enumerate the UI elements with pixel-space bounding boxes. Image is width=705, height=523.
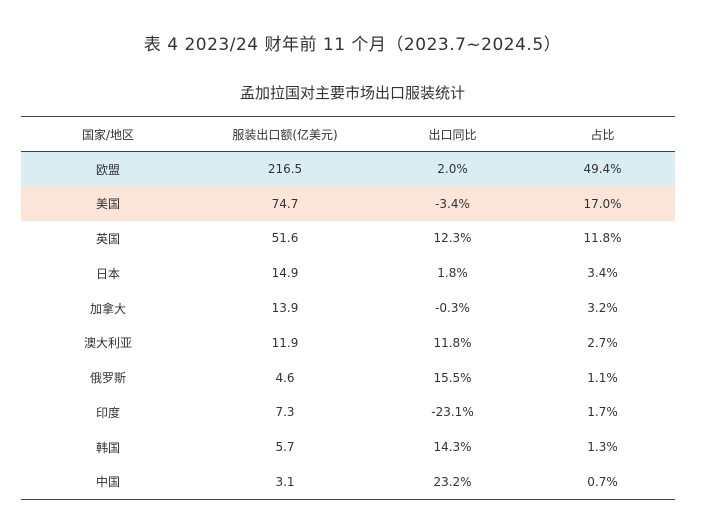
cell-share: 11.8% — [583, 231, 622, 246]
cell-export: 3.1 — [275, 474, 295, 489]
cell-share: 1.3% — [587, 440, 618, 455]
table-subtitle: 孟加拉国对主要市场出口服装统计 — [239, 84, 465, 102]
cell-country: 澳大利亚 — [83, 336, 132, 351]
table-row: 澳大利亚 11.9 11.8% 2.7% — [21, 325, 675, 360]
cell-share: 1.7% — [587, 405, 618, 420]
cell-country: 英国 — [95, 231, 120, 246]
export-table: 国家/地区 服装出口额(亿美元) 出口同比 占比 欧盟 216.5 2.0% 4… — [21, 116, 675, 500]
table-row: 中国 3.1 23.2% 0.7% — [21, 465, 675, 500]
cell-yoy: 15.5% — [433, 370, 472, 385]
cell-share: 3.2% — [587, 301, 618, 316]
table-row: 印度 7.3 -23.1% 1.7% — [21, 395, 675, 430]
table-body: 欧盟 216.5 2.0% 49.4% 美国 74.7 -3.4% 17.0% … — [21, 151, 675, 500]
table-caption: 表 4 2023/24 财年前 11 个月（2023.7~2024.5） — [143, 35, 562, 55]
cell-country: 印度 — [95, 405, 120, 420]
table-row: 韩国 5.7 14.3% 1.3% — [21, 430, 675, 465]
cell-export: 4.6 — [275, 370, 295, 385]
cell-export: 51.6 — [271, 231, 299, 246]
cell-share: 1.1% — [587, 370, 618, 385]
cell-export: 74.7 — [271, 196, 299, 211]
cell-share: 3.4% — [587, 266, 618, 281]
cell-yoy: 12.3% — [433, 231, 472, 246]
cell-export: 13.9 — [271, 301, 299, 316]
cell-yoy: 11.8% — [433, 335, 472, 350]
cell-country: 俄罗斯 — [89, 371, 126, 386]
cell-export: 11.9 — [271, 335, 299, 350]
cell-yoy: -3.4% — [435, 196, 470, 211]
cell-country: 日本 — [95, 266, 120, 281]
table-row: 欧盟 216.5 2.0% 49.4% — [21, 151, 675, 187]
cell-share: 17.0% — [583, 196, 622, 211]
cell-country: 加拿大 — [89, 301, 126, 316]
cell-yoy: -23.1% — [431, 405, 474, 420]
cell-export: 7.3 — [275, 405, 295, 420]
export-table-container: 国家/地区 服装出口额(亿美元) 出口同比 占比 欧盟 216.5 2.0% 4… — [21, 116, 675, 500]
cell-yoy: 1.8% — [437, 266, 468, 281]
cell-share: 0.7% — [587, 474, 618, 489]
header-export: 服装出口额(亿美元) — [232, 127, 338, 142]
cell-country: 韩国 — [95, 440, 120, 455]
header-share: 占比 — [590, 127, 615, 142]
cell-export: 14.9 — [271, 266, 299, 281]
cell-share: 49.4% — [583, 162, 622, 177]
header-yoy: 出口同比 — [428, 127, 477, 142]
table-row: 俄罗斯 4.6 15.5% 1.1% — [21, 360, 675, 395]
cell-yoy: 14.3% — [433, 440, 472, 455]
cell-country: 美国 — [95, 197, 120, 212]
cell-share: 2.7% — [587, 335, 618, 350]
cell-yoy: 23.2% — [433, 474, 472, 489]
cell-yoy: 2.0% — [437, 162, 468, 177]
cell-yoy: -0.3% — [435, 301, 470, 316]
cell-export: 5.7 — [275, 440, 295, 455]
table-row: 加拿大 13.9 -0.3% 3.2% — [21, 291, 675, 326]
cell-export: 216.5 — [267, 162, 303, 177]
cell-country: 中国 — [95, 475, 120, 490]
cell-country: 欧盟 — [95, 162, 120, 177]
table-row: 美国 74.7 -3.4% 17.0% — [21, 186, 675, 222]
header-row: 国家/地区 服装出口额(亿美元) 出口同比 占比 — [21, 116, 675, 152]
header-country: 国家/地区 — [81, 127, 135, 142]
table-row: 英国 51.6 12.3% 11.8% — [21, 221, 675, 256]
table-row: 日本 14.9 1.8% 3.4% — [21, 256, 675, 291]
table-header: 国家/地区 服装出口额(亿美元) 出口同比 占比 — [21, 116, 675, 152]
